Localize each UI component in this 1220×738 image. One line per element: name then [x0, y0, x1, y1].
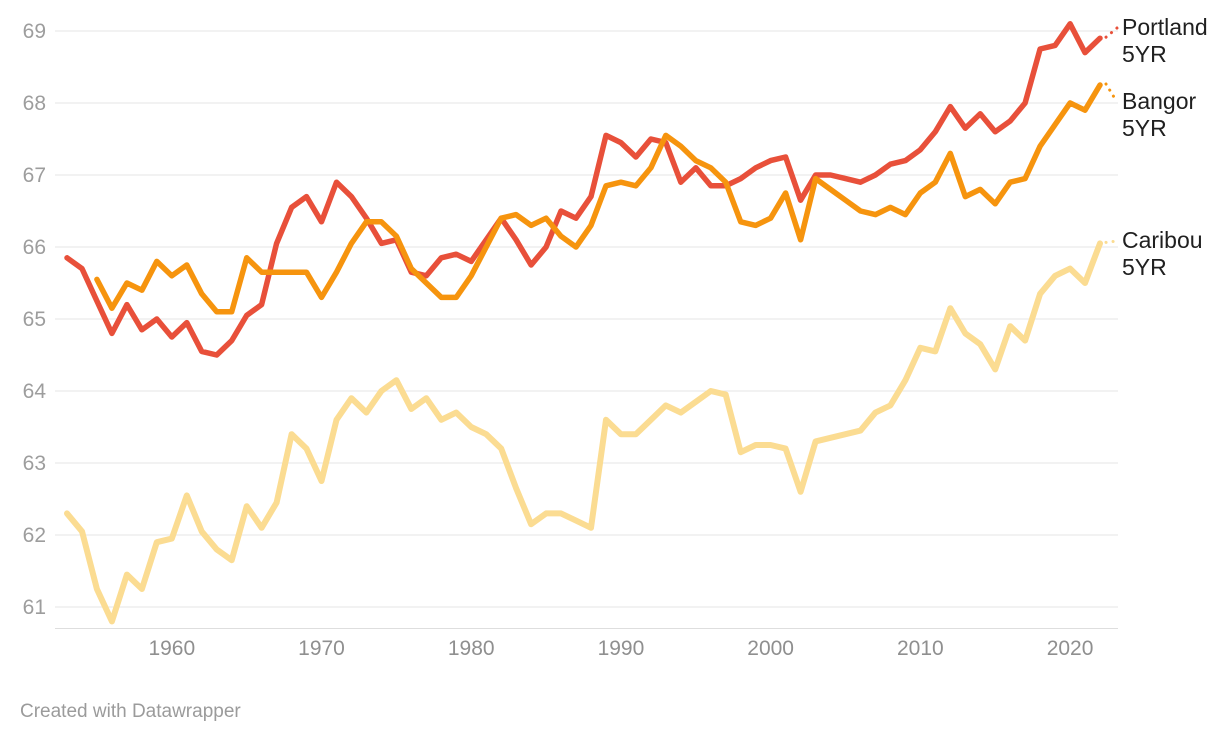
x-axis-label: 2000 — [747, 637, 794, 660]
x-axis-label: 2010 — [897, 637, 944, 660]
datawrapper-attribution: Created with Datawrapper — [20, 701, 241, 722]
x-axis-label: 1980 — [448, 637, 495, 660]
series-label-portland: Portland 5YR — [1122, 14, 1208, 68]
x-axis-label: 1990 — [598, 637, 645, 660]
y-axis-label: 65 — [23, 308, 46, 331]
series-label-name: Portland — [1122, 14, 1208, 40]
y-axis-label: 66 — [23, 236, 46, 259]
y-axis-label: 64 — [23, 380, 47, 403]
y-axis-label: 61 — [23, 596, 46, 619]
series-line-bangor — [94, 82, 1103, 315]
series-label-bangor: Bangor 5YR — [1122, 88, 1196, 142]
series-label-period: 5YR — [1122, 115, 1167, 141]
y-axis-label: 68 — [23, 92, 46, 115]
chart-canvas: 61 62 63 64 65 66 67 68 69 1960 1970 1980 1990 2000 20… — [23, 20, 1119, 660]
label-connector-caribou — [1104, 239, 1119, 244]
y-axis-label: 63 — [23, 452, 46, 475]
series-label-period: 5YR — [1122, 41, 1167, 67]
series-line-portland — [64, 21, 1103, 358]
series-label-name: Bangor — [1122, 88, 1197, 114]
y-axis-label: 62 — [23, 524, 46, 547]
series-line-caribou — [64, 240, 1103, 625]
y-axis-label: 69 — [23, 20, 46, 43]
x-axis-label: 1960 — [148, 637, 195, 660]
series-label-caribou: Caribou 5YR — [1122, 227, 1203, 281]
label-connector-portland — [1104, 26, 1119, 39]
series-label-name: Caribou — [1122, 227, 1203, 253]
x-axis-label: 2020 — [1047, 637, 1094, 660]
series-label-period: 5YR — [1122, 254, 1167, 280]
y-axis-label: 67 — [23, 164, 46, 187]
label-connector-bangor — [1104, 82, 1119, 104]
x-axis-label: 1970 — [298, 637, 345, 660]
